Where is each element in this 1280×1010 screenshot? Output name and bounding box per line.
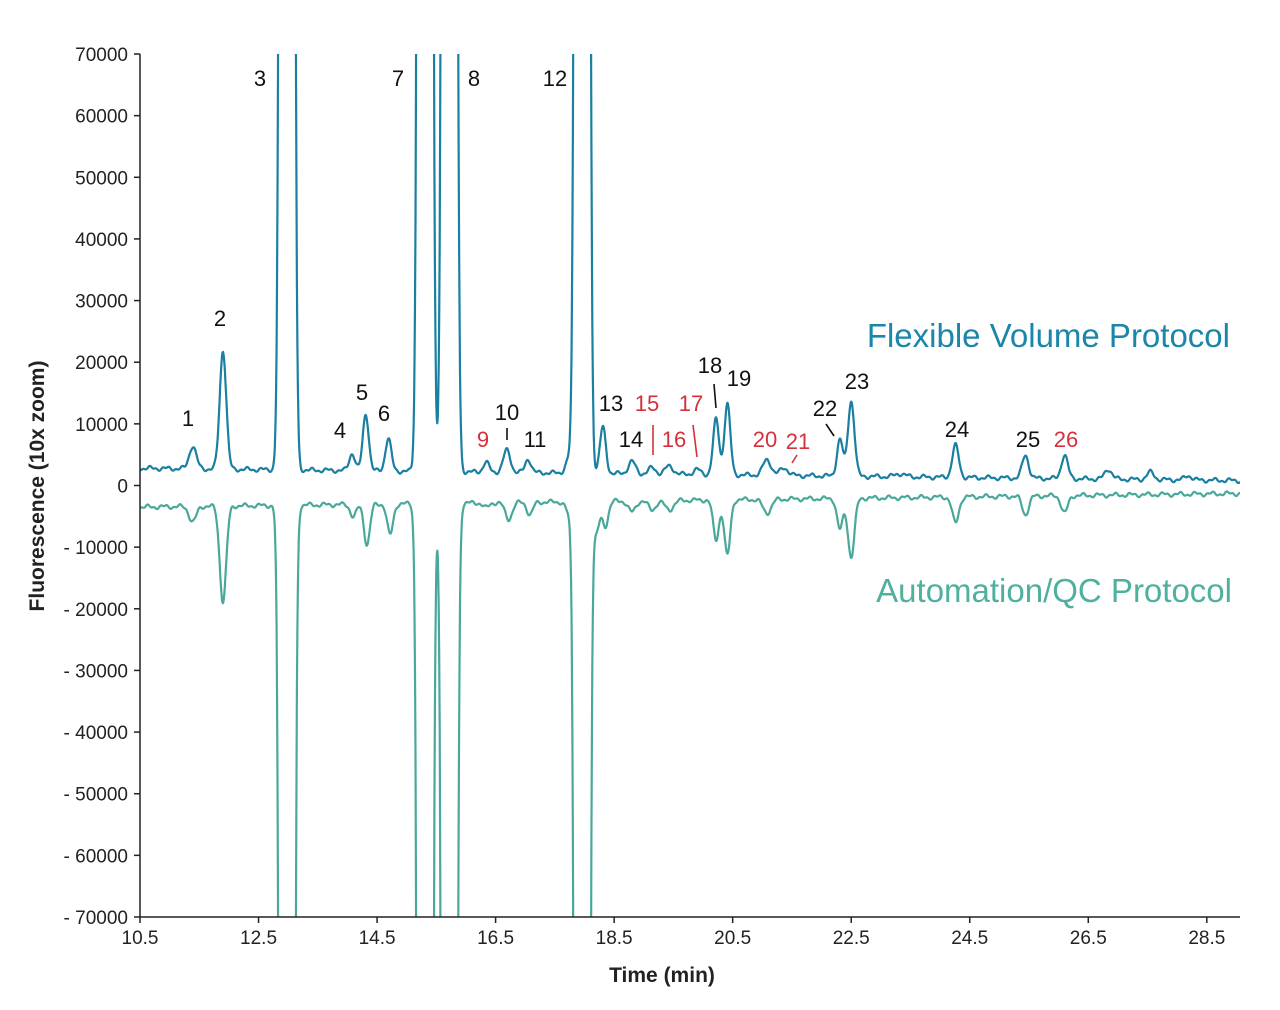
automation-qc-trace [140, 490, 1240, 917]
peak-label-13: 13 [599, 391, 623, 416]
flexible-volume-trace [140, 54, 1240, 485]
series-label-automation-qc: Automation/QC Protocol [876, 572, 1232, 609]
peak-label-7: 7 [392, 66, 404, 91]
y-tick-label: 30000 [75, 292, 128, 313]
peak-label-26: 26 [1054, 427, 1078, 452]
peak-label-1: 1 [182, 406, 194, 431]
y-tick-label: 50000 [75, 168, 128, 189]
x-axis-label: Time (min) [609, 964, 715, 987]
x-tick-label: 16.5 [477, 928, 514, 949]
y-tick-label: - 30000 [64, 661, 128, 682]
x-tick-label: 20.5 [714, 928, 751, 949]
leader-line-peak-18 [713, 383, 717, 409]
peak-label-19: 19 [727, 366, 751, 391]
y-tick-label: - 40000 [64, 723, 128, 744]
peak-label-12: 12 [543, 66, 567, 91]
peak-label-6: 6 [378, 401, 390, 426]
y-tick-label: 60000 [75, 107, 128, 128]
peak-label-23: 23 [845, 369, 869, 394]
y-tick-label: - 20000 [64, 600, 128, 621]
peak-label-11: 11 [524, 427, 547, 452]
peak-label-17: 17 [679, 391, 703, 416]
peak-label-16: 16 [662, 427, 686, 452]
peak-label-2: 2 [214, 306, 226, 331]
peak-label-4: 4 [334, 418, 346, 443]
x-tick-label: 10.5 [122, 928, 159, 949]
y-tick-label: - 50000 [64, 785, 128, 806]
peak-label-20: 20 [753, 427, 777, 452]
y-tick-label: 0 [117, 477, 128, 498]
peak-label-21: 21 [786, 429, 810, 454]
leader-line-peak-22 [825, 423, 835, 437]
x-tick-label: 14.5 [359, 928, 396, 949]
peak-label-3: 3 [254, 66, 266, 91]
x-tick-label: 12.5 [240, 928, 277, 949]
y-tick-label: - 10000 [64, 538, 128, 559]
x-tick-label: 28.5 [1188, 928, 1225, 949]
leader-line-peak-21 [791, 454, 798, 464]
x-tick-label: 22.5 [833, 928, 870, 949]
y-tick-label: 20000 [75, 353, 128, 374]
peak-label-10: 10 [495, 400, 519, 425]
y-tick-label: 10000 [75, 415, 128, 436]
peak-label-5: 5 [356, 380, 368, 405]
x-tick-label: 26.5 [1070, 928, 1107, 949]
peak-label-9: 9 [477, 427, 489, 452]
peak-label-25: 25 [1016, 427, 1040, 452]
series-label-flexible-volume: Flexible Volume Protocol [867, 317, 1230, 354]
y-tick-label: 70000 [75, 45, 128, 66]
x-tick-label: 18.5 [596, 928, 633, 949]
y-axis-label: Fluorescence (10x zoom) [26, 361, 49, 612]
peak-label-8: 8 [468, 66, 480, 91]
y-tick-label: - 60000 [64, 846, 128, 867]
leader-line-peak-17 [692, 424, 698, 458]
y-tick-label: - 70000 [64, 908, 128, 929]
peak-label-18: 18 [698, 353, 722, 378]
y-tick-label: 40000 [75, 230, 128, 251]
peak-label-14: 14 [619, 427, 643, 452]
x-tick-label: 24.5 [951, 928, 988, 949]
peak-label-24: 24 [945, 417, 969, 442]
peak-label-22: 22 [813, 396, 837, 421]
peak-label-15: 15 [635, 391, 659, 416]
